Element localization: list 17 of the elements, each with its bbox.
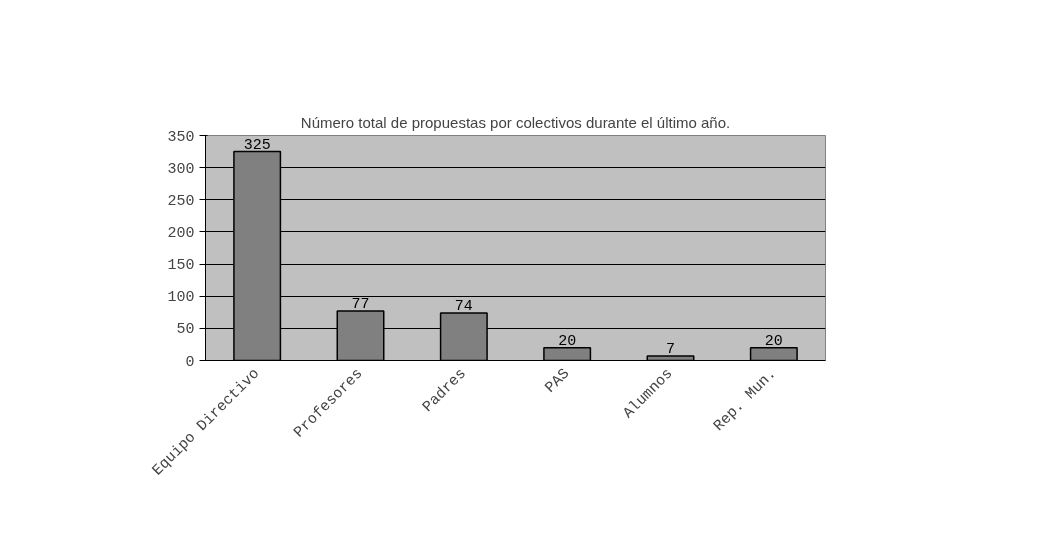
y-tick-label: 350 bbox=[167, 128, 195, 146]
y-tick-label: 0 bbox=[185, 353, 195, 371]
y-tick-label: 200 bbox=[167, 224, 195, 242]
y-tick-label: 150 bbox=[167, 257, 195, 275]
x-tick-label: Rep. Mun. bbox=[710, 365, 780, 435]
data-label: 20 bbox=[764, 332, 783, 350]
data-label: 325 bbox=[243, 136, 271, 154]
data-label: 74 bbox=[454, 297, 473, 315]
data-label: 7 bbox=[666, 341, 676, 358]
y-tick-label: 50 bbox=[176, 321, 195, 339]
data-label: 77 bbox=[351, 296, 370, 313]
chart-title: Número total de propuestas por colectivos durante el último año. bbox=[300, 113, 731, 131]
x-tick-label: PAS bbox=[542, 365, 574, 397]
y-tick-label: 300 bbox=[167, 160, 195, 178]
y-tick-label: 250 bbox=[167, 192, 195, 210]
data-label: 20 bbox=[558, 332, 577, 350]
y-tick-label: 100 bbox=[167, 289, 195, 307]
